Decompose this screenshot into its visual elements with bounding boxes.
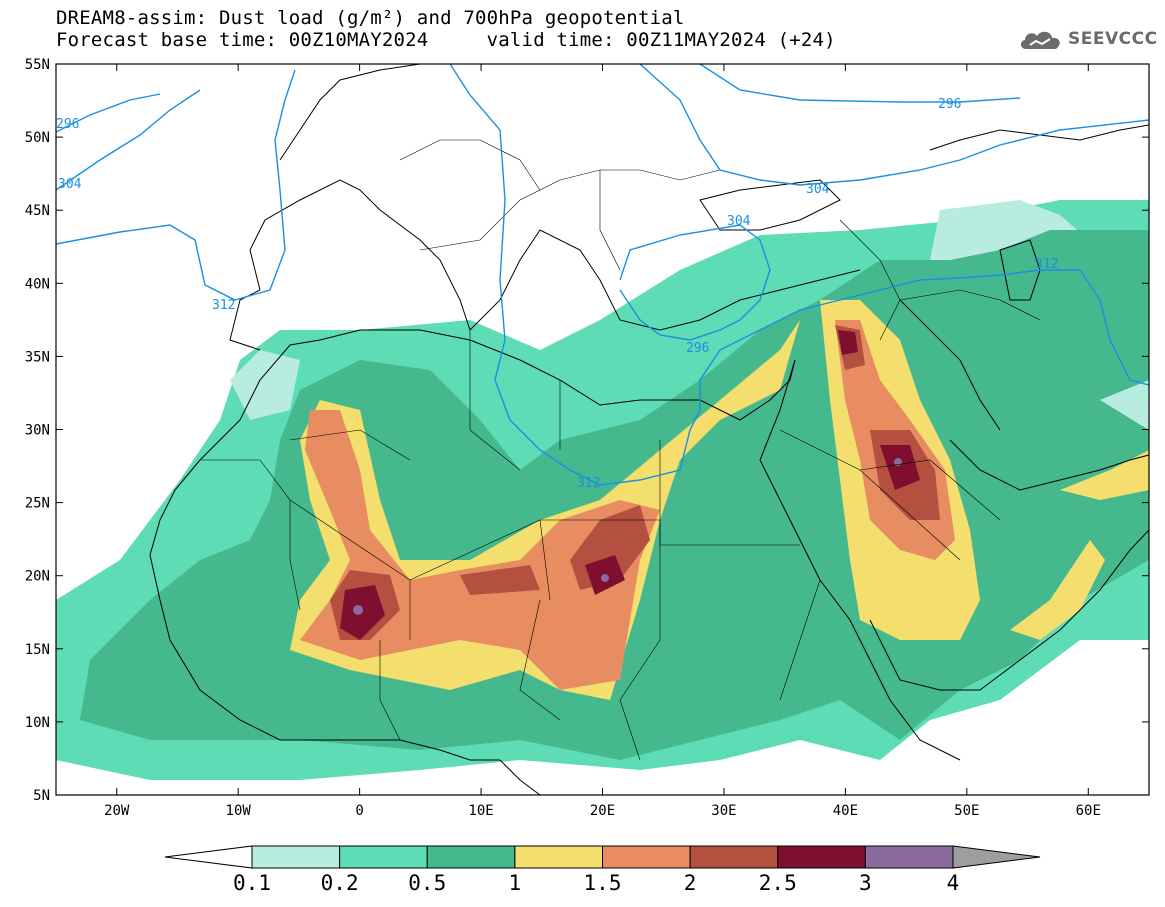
colorbar-swatch	[251, 845, 341, 869]
colorbar-under-triangle	[164, 845, 253, 869]
lat-tick-label: 50N	[25, 130, 50, 146]
colorbar-label: 4	[947, 871, 960, 895]
lon-tick-label: 0	[355, 803, 363, 819]
lat-tick-label: 55N	[25, 57, 50, 73]
logo-text: SEEVCCC	[1068, 29, 1158, 49]
colorbar-label: 0.2	[321, 871, 359, 895]
colorbar-label: 2	[684, 871, 697, 895]
contour-label: 296	[938, 97, 961, 112]
contour-label: 304	[727, 214, 751, 229]
dust-band-0.1-b	[230, 350, 300, 420]
longitude-axis: 20W 10W 0 10E 20E 30E 40E 50E 60E	[104, 64, 1101, 819]
dust-band-2.5-east	[880, 445, 920, 490]
dust-peak-1	[353, 605, 363, 615]
contour-label: 304	[806, 182, 830, 197]
colorbar-swatch	[777, 845, 866, 869]
lon-tick-label: 20W	[104, 803, 130, 819]
contour-label: 312	[1035, 257, 1058, 272]
lat-tick-label: 45N	[25, 203, 50, 219]
lat-tick-label: 5N	[33, 788, 50, 804]
colorbar-swatch	[602, 845, 691, 869]
contour-label: 312	[212, 298, 235, 313]
seevccc-logo: SEEVCCC	[1018, 27, 1158, 51]
latitude-axis: 55N 50N 45N 40N 35N 30N 25N 20N 15N 10N 5N	[25, 57, 1149, 804]
colorbar-swatch	[426, 845, 516, 869]
lon-tick-label: 20E	[590, 803, 615, 819]
contour-label: 304	[58, 177, 82, 192]
colorbar-swatch	[514, 845, 603, 869]
country-borders	[200, 139, 1041, 761]
lon-tick-label: 60E	[1076, 803, 1101, 819]
lat-tick-label: 15N	[25, 642, 50, 658]
geopotential-contours	[56, 64, 1149, 486]
cloud-icon	[1020, 31, 1060, 49]
colorbar-label: 1.5	[584, 871, 622, 895]
lon-tick-label: 40E	[833, 803, 858, 819]
colorbar: 0.1 0.2 0.5 1 1.5 2 2.5 3 4	[164, 845, 1041, 895]
map-title: DREAM8-assim: Dust load (g/m²) and 700hP…	[56, 7, 685, 29]
colorbar-label: 0.1	[233, 871, 271, 895]
dust-band-2-c	[460, 565, 540, 595]
contour-label: 312	[577, 476, 600, 491]
forecast-time-subtitle: Forecast base time: 00Z10MAY2024 valid t…	[56, 29, 836, 51]
colorbar-over-triangle	[952, 845, 1041, 869]
lon-tick-label: 10E	[468, 803, 493, 819]
lat-tick-label: 35N	[25, 349, 50, 365]
colorbar-label: 1	[509, 871, 522, 895]
lat-tick-label: 10N	[25, 715, 50, 731]
contour-label: 296	[56, 117, 79, 132]
colorbar-swatch	[689, 845, 779, 869]
dust-peak-2	[601, 574, 609, 582]
contour-labels: 296 304 312 304 304 296 312 312 296	[56, 97, 1058, 491]
colorbar-label: 2.5	[759, 871, 797, 895]
colorbar-swatch	[339, 845, 428, 869]
lat-tick-label: 20N	[25, 569, 50, 585]
dust-band-1-gulf	[1060, 450, 1149, 500]
colorbar-label: 3	[859, 871, 872, 895]
lat-tick-label: 25N	[25, 496, 50, 512]
lon-tick-label: 10W	[226, 803, 252, 819]
lat-tick-label: 40N	[25, 276, 50, 292]
contour-label: 296	[686, 341, 709, 356]
colorbar-swatch	[864, 845, 954, 869]
colorbar-label: 0.5	[408, 871, 446, 895]
lon-tick-label: 50E	[954, 803, 979, 819]
lon-tick-label: 30E	[711, 803, 736, 819]
dust-band-2.5	[340, 585, 385, 640]
dust-band-1-oman	[1010, 540, 1105, 640]
dust-fields: 296 304 312 304 304 296 312 312 296	[56, 64, 1149, 795]
lat-tick-label: 30N	[25, 423, 50, 439]
dust-band-2.5-north	[838, 330, 858, 355]
